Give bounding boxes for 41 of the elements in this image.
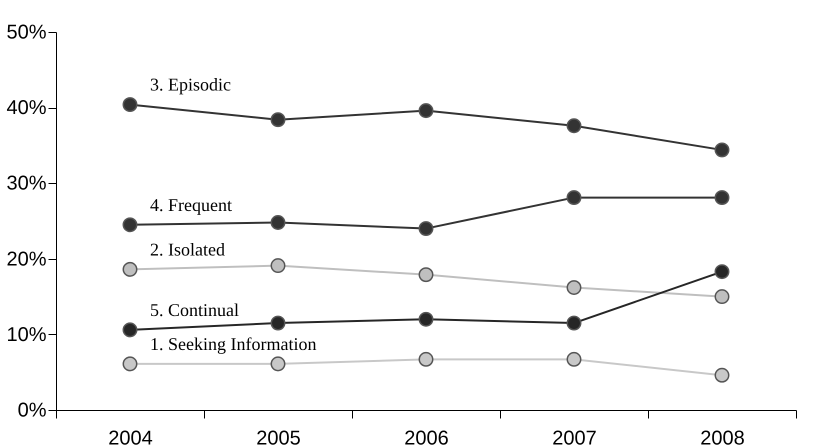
y-tick-label: 20%	[6, 248, 47, 270]
point	[122, 356, 138, 372]
point	[566, 316, 582, 331]
point	[270, 356, 286, 372]
point	[122, 322, 138, 338]
point	[270, 215, 286, 230]
point	[418, 352, 434, 367]
y-tick-label: 40%	[6, 97, 47, 120]
point	[714, 142, 730, 158]
point	[270, 258, 286, 274]
series-label: 4. Frequent	[150, 194, 232, 215]
y-tick-label: 10%	[6, 324, 47, 346]
point	[714, 368, 730, 383]
point	[714, 264, 730, 280]
series-label: 5. Continual	[150, 300, 239, 320]
point	[122, 97, 138, 112]
point	[418, 267, 434, 282]
x-tick-label: 2005	[256, 428, 301, 448]
point	[566, 280, 582, 295]
y-tick-label: 50%	[6, 22, 47, 44]
point	[270, 316, 286, 331]
point	[122, 217, 138, 232]
x-tick-label: 2006	[404, 428, 449, 448]
y-tick-label: 0%	[18, 400, 47, 422]
y-tick-label: 30%	[6, 172, 47, 195]
point	[714, 190, 730, 206]
x-tick-label: 2004	[108, 428, 153, 448]
point	[566, 352, 582, 367]
point	[418, 312, 434, 327]
series-label: 2. Isolated	[150, 239, 225, 260]
series-label: 3. Episodic	[150, 74, 231, 95]
point	[418, 103, 434, 118]
point	[122, 262, 138, 277]
x-tick-label: 2008	[700, 428, 745, 448]
series-label: 1. Seeking Information	[150, 334, 316, 354]
point	[566, 118, 582, 134]
point	[566, 190, 582, 206]
x-tick-label: 2007	[552, 428, 597, 448]
point	[714, 289, 730, 304]
point	[418, 221, 434, 236]
point	[270, 112, 286, 128]
